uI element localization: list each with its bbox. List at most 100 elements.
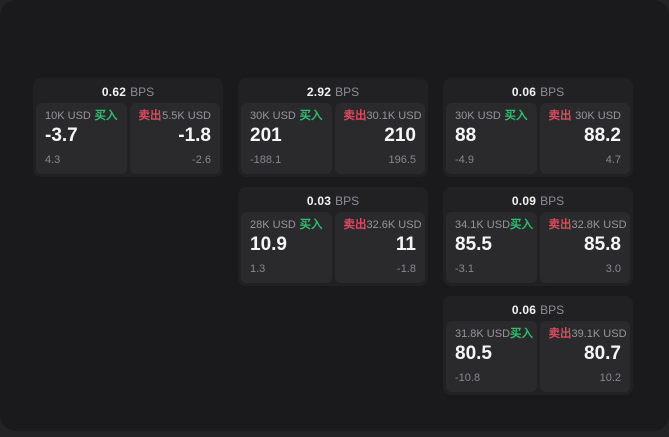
sell-side-label: 卖出 [548, 328, 572, 340]
sell-panel[interactable]: 卖出 30K USD 88.2 4.7 [539, 103, 630, 174]
card-header: 0.06 BPS [446, 299, 630, 321]
buy-panel-top: 30K USD 买入 [250, 110, 323, 123]
sell-size: 30K USD [575, 110, 621, 122]
card-header: 0.06 BPS [446, 81, 630, 103]
sell-side-label: 卖出 [343, 110, 367, 122]
buy-delta: 1.3 [250, 263, 266, 275]
buy-side-label: 买入 [299, 110, 323, 122]
bps-unit-label: BPS [335, 85, 360, 99]
buy-delta: -4.9 [455, 154, 474, 166]
buy-size: 30K USD [455, 110, 501, 122]
sell-panel[interactable]: 卖出 5.5K USD -1.8 -2.6 [129, 103, 220, 174]
quote-card: 0.09 BPS 34.1K USD 买入 85.5 -3.1 卖出 32.8K… [443, 187, 633, 286]
buy-panel-top: 28K USD 买入 [250, 219, 323, 232]
buy-delta: -10.8 [455, 372, 481, 384]
sell-delta: 196.5 [388, 154, 416, 166]
bps-value: 0.62 [101, 85, 127, 99]
sell-delta: 10.2 [599, 372, 621, 384]
quote-panels: 30K USD 买入 88 -4.9 卖出 30K USD 88.2 4.7 [446, 103, 630, 174]
buy-panel[interactable]: 28K USD 买入 10.9 1.3 [241, 212, 332, 283]
sell-panel[interactable]: 卖出 32.6K USD 11 -1.8 [334, 212, 425, 283]
sell-panel[interactable]: 卖出 30.1K USD 210 196.5 [334, 103, 425, 174]
bps-unit-label: BPS [540, 194, 565, 208]
quote-card: 0.03 BPS 28K USD 买入 10.9 1.3 卖出 32.6K US… [238, 187, 428, 286]
card-header: 0.62 BPS [36, 81, 220, 103]
quote-panels: 28K USD 买入 10.9 1.3 卖出 32.6K USD 11 -1.8 [241, 212, 425, 283]
buy-panel[interactable]: 31.8K USD 买入 80.5 -10.8 [446, 321, 537, 392]
sell-panel-top: 卖出 5.5K USD [139, 110, 212, 123]
buy-size: 10K USD [45, 110, 91, 122]
quote-card: 0.06 BPS 31.8K USD 买入 80.5 -10.8 卖出 39.1… [443, 296, 633, 395]
sell-delta: 4.7 [605, 154, 621, 166]
sell-panel[interactable]: 卖出 32.8K USD 85.8 3.0 [539, 212, 630, 283]
sell-size: 39.1K USD [571, 328, 627, 340]
buy-side-label: 买入 [504, 110, 528, 122]
card-header: 0.03 BPS [241, 190, 425, 212]
buy-price: 10.9 [250, 234, 287, 255]
buy-panel-top: 10K USD 买入 [45, 110, 118, 123]
bps-unit-label: BPS [540, 303, 565, 317]
quote-card: 2.92 BPS 30K USD 买入 201 -188.1 卖出 30.1K … [238, 78, 428, 177]
buy-price: 80.5 [455, 343, 492, 364]
buy-delta: -188.1 [250, 154, 282, 166]
buy-size: 31.8K USD [455, 328, 511, 340]
bps-value: 0.03 [306, 194, 332, 208]
quote-panels: 34.1K USD 买入 85.5 -3.1 卖出 32.8K USD 85.8… [446, 212, 630, 283]
quote-panels: 31.8K USD 买入 80.5 -10.8 卖出 39.1K USD 80.… [446, 321, 630, 392]
sell-side-label: 卖出 [548, 219, 572, 231]
sell-side-label: 卖出 [548, 110, 572, 122]
buy-delta: -3.1 [455, 263, 474, 275]
buy-price: 88 [455, 125, 477, 146]
sell-panel-top: 卖出 39.1K USD [548, 328, 627, 341]
buy-side-label: 买入 [94, 110, 118, 122]
buy-price: -3.7 [45, 125, 78, 146]
buy-price: 85.5 [455, 234, 492, 255]
buy-panel[interactable]: 30K USD 买入 88 -4.9 [446, 103, 537, 174]
buy-panel[interactable]: 30K USD 买入 201 -188.1 [241, 103, 332, 174]
sell-delta: -2.6 [192, 154, 211, 166]
sell-panel-top: 卖出 32.6K USD [343, 219, 422, 232]
sell-price: 85.8 [584, 234, 621, 255]
buy-size: 30K USD [250, 110, 296, 122]
sell-delta: 3.0 [605, 263, 621, 275]
sell-price: 88.2 [584, 125, 621, 146]
buy-panel[interactable]: 34.1K USD 买入 85.5 -3.1 [446, 212, 537, 283]
sell-price: 11 [395, 234, 416, 255]
sell-panel-top: 卖出 30.1K USD [343, 110, 422, 123]
sell-side-label: 卖出 [343, 219, 367, 231]
quote-card: 0.06 BPS 30K USD 买入 88 -4.9 卖出 30K USD 8… [443, 78, 633, 177]
sell-panel-top: 卖出 30K USD [549, 110, 622, 123]
card-header: 0.09 BPS [446, 190, 630, 212]
buy-size: 28K USD [250, 219, 296, 231]
bps-unit-label: BPS [335, 194, 360, 208]
quote-panels: 10K USD 买入 -3.7 4.3 卖出 5.5K USD -1.8 -2.… [36, 103, 220, 174]
sell-panel-top: 卖出 32.8K USD [548, 219, 627, 232]
sell-price: 210 [384, 125, 416, 146]
sell-delta: -1.8 [397, 263, 416, 275]
buy-size: 34.1K USD [455, 219, 511, 231]
buy-panel-top: 34.1K USD 买入 [455, 219, 533, 232]
buy-side-label: 买入 [510, 219, 534, 231]
card-header: 2.92 BPS [241, 81, 425, 103]
bps-value: 2.92 [306, 85, 332, 99]
buy-price: 201 [250, 125, 282, 146]
buy-panel-top: 30K USD 买入 [455, 110, 528, 123]
buy-panel[interactable]: 10K USD 买入 -3.7 4.3 [36, 103, 127, 174]
sell-size: 5.5K USD [162, 110, 211, 122]
sell-panel[interactable]: 卖出 39.1K USD 80.7 10.2 [539, 321, 630, 392]
bps-value: 0.09 [511, 194, 537, 208]
sell-size: 30.1K USD [366, 110, 422, 122]
buy-delta: 4.3 [45, 154, 61, 166]
bps-value: 0.06 [511, 85, 537, 99]
bps-value: 0.06 [511, 303, 537, 317]
bps-unit-label: BPS [540, 85, 565, 99]
buy-side-label: 买入 [299, 219, 323, 231]
sell-size: 32.6K USD [366, 219, 422, 231]
buy-panel-top: 31.8K USD 买入 [455, 328, 533, 341]
sell-price: 80.7 [584, 343, 621, 364]
sell-size: 32.8K USD [571, 219, 627, 231]
sell-side-label: 卖出 [138, 110, 162, 122]
sell-price: -1.8 [178, 125, 211, 146]
quote-card: 0.62 BPS 10K USD 买入 -3.7 4.3 卖出 5.5K USD… [33, 78, 223, 177]
